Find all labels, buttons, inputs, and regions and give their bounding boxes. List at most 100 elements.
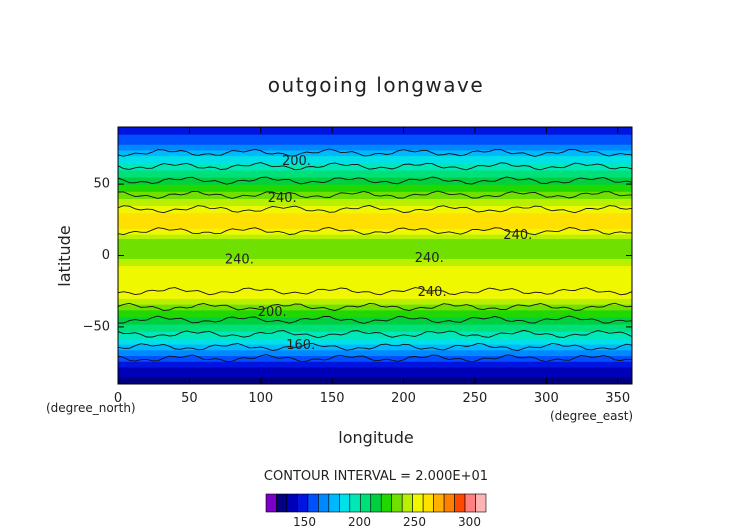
x-tick-label: 150 — [320, 391, 345, 406]
colorbar-swatch — [359, 493, 372, 513]
olr-band — [118, 195, 632, 198]
colorbar-swatch — [286, 493, 298, 513]
olr-band — [118, 161, 632, 164]
olr-band — [118, 312, 632, 315]
olr-band — [118, 305, 632, 308]
olr-band — [118, 296, 632, 299]
olr-band — [118, 255, 632, 258]
olr-band — [118, 376, 632, 379]
olr-band — [118, 325, 632, 328]
olr-band — [118, 141, 632, 144]
olr-band — [118, 259, 632, 262]
olr-band — [118, 329, 632, 332]
olr-band — [118, 348, 632, 351]
colorbar-tick-label: 150 — [293, 515, 316, 529]
olr-band — [118, 218, 632, 221]
colorbar-swatch — [265, 493, 277, 513]
olr-band — [118, 288, 632, 291]
olr-band — [118, 169, 632, 172]
contour-line — [118, 176, 632, 185]
colorbar-swatch — [433, 493, 445, 513]
olr-band — [118, 175, 632, 178]
olr-band — [118, 236, 632, 239]
contour-label: 240. — [225, 252, 254, 267]
y-tick-label: −50 — [83, 319, 110, 334]
olr-band — [118, 265, 632, 268]
contour-lines — [118, 148, 632, 363]
olr-band — [118, 322, 632, 325]
x-unit-label: (degree_east) — [550, 409, 633, 423]
olr-band — [118, 382, 632, 384]
olr-band — [118, 149, 632, 152]
olr-band — [118, 245, 632, 248]
olr-band — [118, 276, 632, 279]
olr-band — [118, 279, 632, 282]
olr-band — [118, 196, 632, 199]
olr-band — [118, 361, 632, 364]
contour-label: 200. — [258, 305, 287, 320]
olr-band — [118, 365, 632, 368]
olr-band — [118, 229, 632, 232]
olr-band — [118, 346, 632, 349]
olr-band — [118, 345, 632, 348]
y-tick-label: 0 — [102, 248, 110, 263]
olr-band — [118, 254, 632, 257]
olr-band — [118, 198, 632, 201]
olr-band — [118, 209, 632, 212]
olr-band — [118, 208, 632, 211]
olr-band — [118, 136, 632, 140]
olr-band — [118, 349, 632, 352]
olr-band — [118, 135, 632, 138]
colorbar-swatch — [370, 493, 382, 513]
olr-band — [118, 219, 632, 222]
olr-band — [118, 216, 632, 219]
olr-band — [118, 189, 632, 192]
olr-band — [118, 184, 632, 187]
colorbar-ticks: 150 200 250 300 — [293, 515, 481, 529]
olr-band — [118, 181, 632, 184]
olr-band — [118, 372, 632, 375]
colorbar-swatch — [380, 493, 393, 513]
olr-band — [118, 166, 632, 170]
olr-band — [118, 235, 632, 238]
olr-band — [118, 275, 632, 278]
colorbar-swatch — [443, 493, 455, 513]
olr-band — [118, 354, 632, 357]
olr-band — [118, 364, 632, 367]
contour-line — [118, 342, 632, 351]
olr-band — [118, 232, 632, 235]
olr-band — [118, 264, 632, 267]
olr-band — [118, 249, 632, 252]
olr-band — [118, 244, 632, 247]
olr-band — [118, 185, 632, 188]
olr-band — [118, 266, 632, 269]
olr-band — [118, 251, 632, 254]
olr-band — [118, 168, 632, 171]
olr-band — [118, 379, 632, 382]
contour-label: 240. — [268, 191, 297, 206]
olr-band — [118, 278, 632, 281]
olr-band — [118, 291, 632, 294]
contour-label: 240. — [503, 228, 532, 243]
olr-band — [118, 306, 632, 309]
x-tick-label: 350 — [605, 391, 630, 406]
contour-line — [118, 190, 632, 199]
olr-band — [118, 226, 632, 229]
colorbar — [265, 493, 487, 513]
olr-band — [118, 298, 632, 301]
olr-band — [118, 374, 632, 377]
olr-band — [118, 162, 632, 165]
contour-label: 240. — [418, 285, 447, 300]
y-unit-label: (degree_north) — [46, 401, 136, 415]
olr-band — [118, 375, 632, 378]
olr-band — [118, 191, 632, 194]
olr-band — [118, 151, 632, 154]
olr-band — [118, 142, 632, 145]
olr-band — [118, 272, 632, 275]
olr-band — [118, 165, 632, 168]
olr-band — [118, 238, 632, 241]
olr-band — [118, 248, 632, 251]
x-tick-label: 0 — [114, 391, 122, 406]
olr-band — [118, 299, 632, 302]
olr-band — [118, 224, 632, 227]
